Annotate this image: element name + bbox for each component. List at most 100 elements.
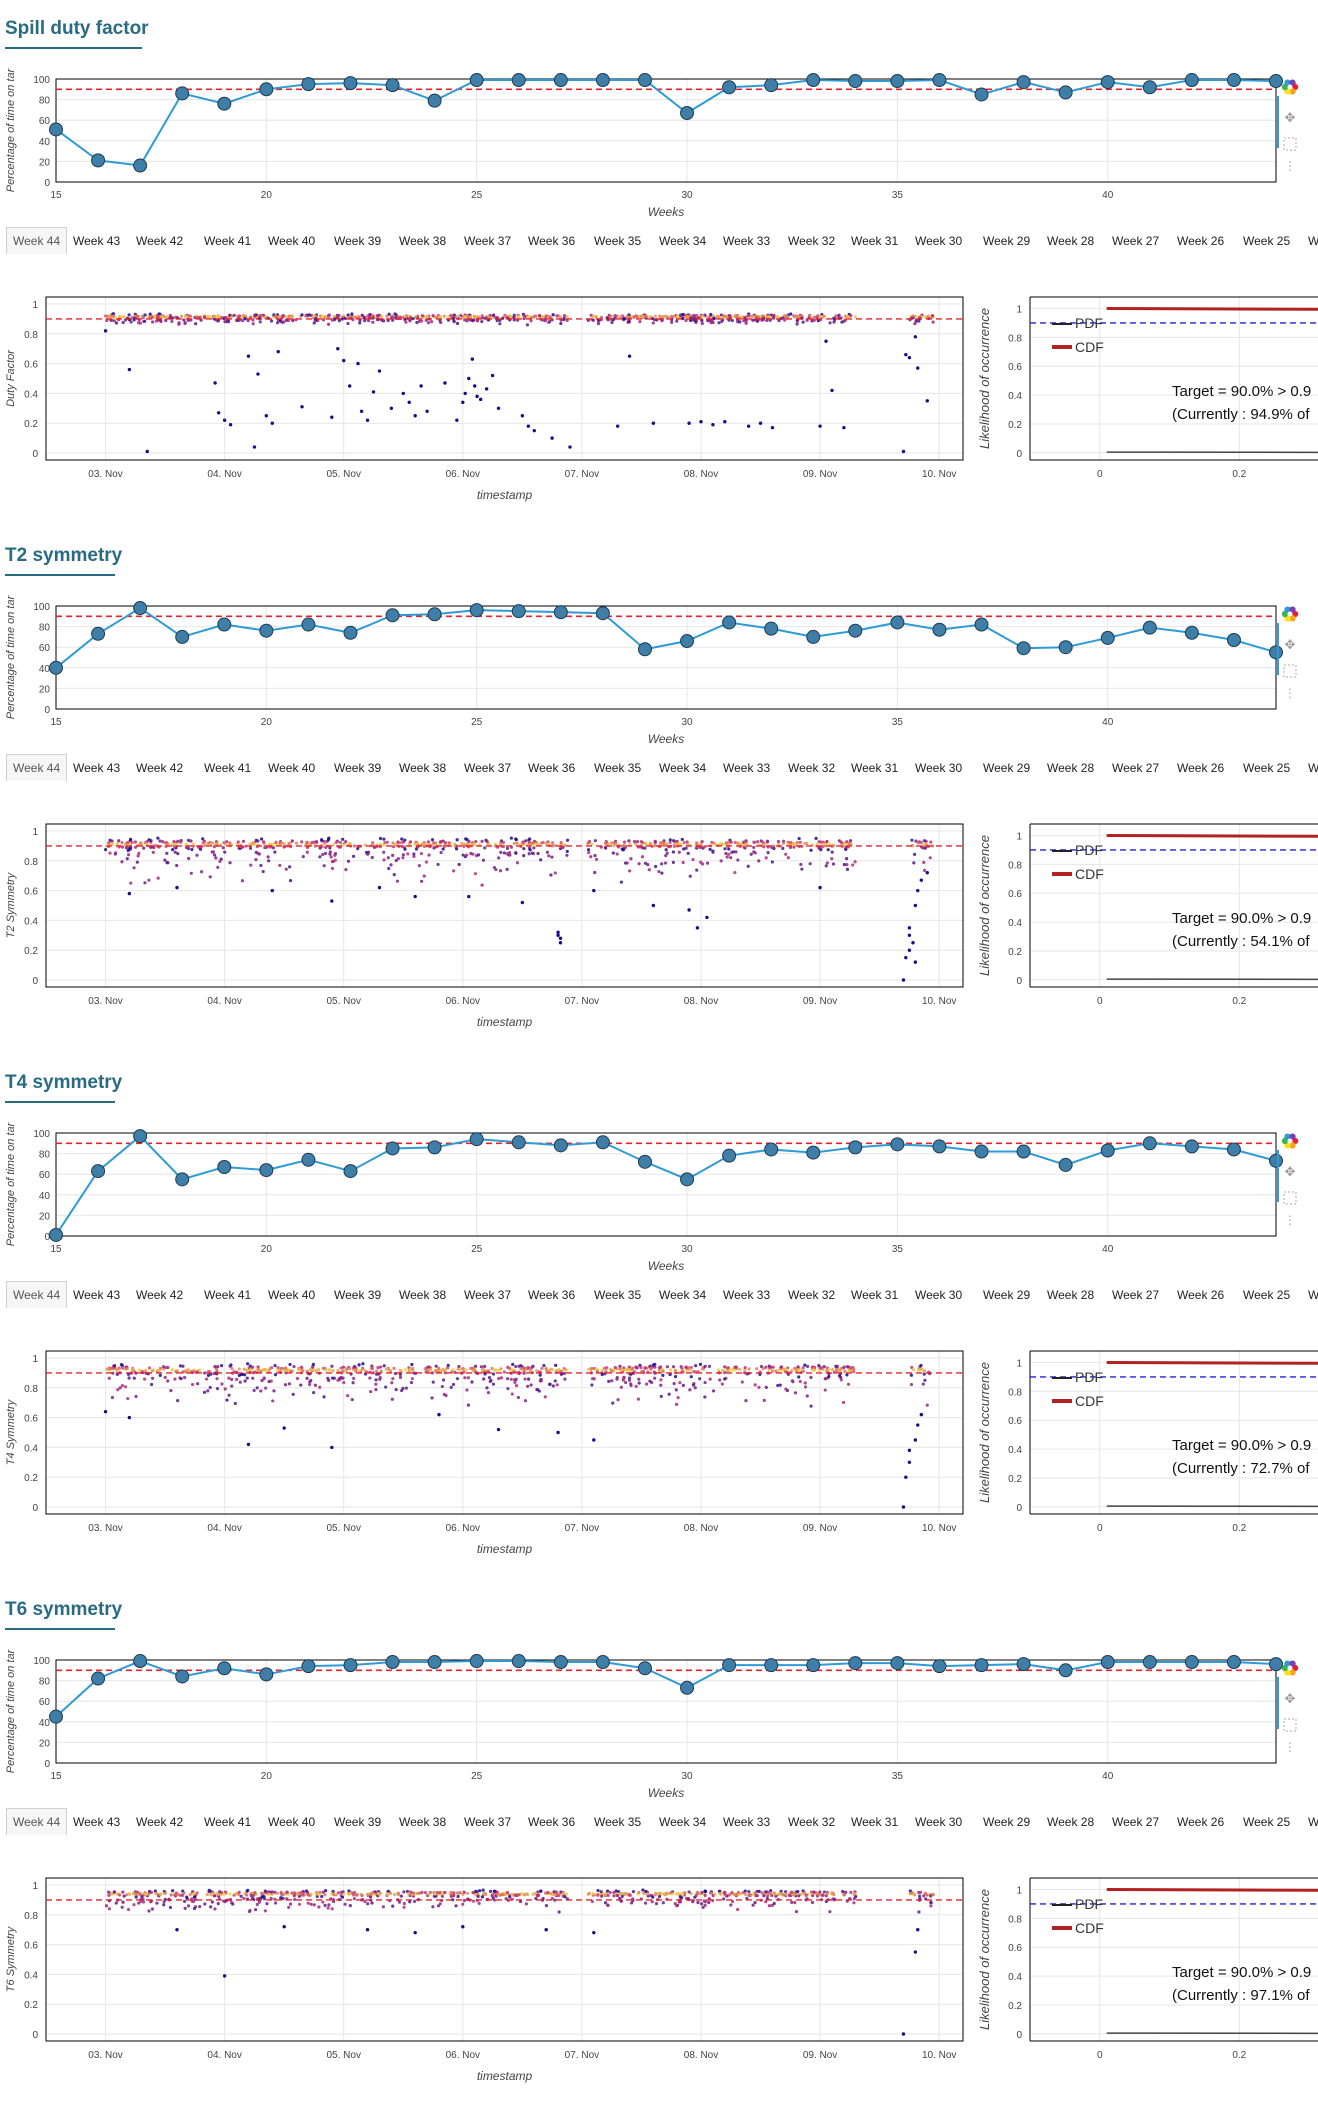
weekly-point[interactable] — [765, 1659, 778, 1672]
zoom-icon[interactable] — [1284, 138, 1296, 150]
weekly-point[interactable] — [470, 1655, 483, 1668]
weekly-point[interactable] — [638, 1662, 651, 1675]
weekly-point[interactable] — [92, 1165, 105, 1178]
weekly-point[interactable] — [554, 74, 567, 87]
tab-week[interactable]: Week 29 — [983, 228, 1030, 254]
tab-week[interactable]: Week 42 — [136, 1282, 183, 1308]
weekly-point[interactable] — [512, 1655, 525, 1668]
tab-week[interactable]: Week 32 — [788, 228, 835, 254]
tab-week[interactable]: Week 28 — [1047, 1809, 1094, 1835]
tab-week[interactable]: Week 26 — [1177, 228, 1224, 254]
tab-week[interactable]: Week 37 — [464, 228, 511, 254]
weekly-point[interactable] — [1017, 76, 1030, 89]
weekly-point[interactable] — [1101, 631, 1114, 644]
tab-week[interactable]: Week 36 — [528, 1282, 575, 1308]
tab-week[interactable]: Week 36 — [528, 228, 575, 254]
weekly-point[interactable] — [723, 1659, 736, 1672]
weekly-point[interactable] — [596, 607, 609, 620]
weekly-point[interactable] — [50, 1228, 63, 1241]
weekly-point[interactable] — [554, 606, 567, 619]
tab-week[interactable]: Week 27 — [1112, 1282, 1159, 1308]
tab-week[interactable]: Week 33 — [723, 755, 770, 781]
weekly-point[interactable] — [554, 1656, 567, 1669]
weekly-point[interactable] — [849, 1141, 862, 1154]
tab-week[interactable]: Week 31 — [851, 755, 898, 781]
weekly-point[interactable] — [50, 661, 63, 674]
weekly-point[interactable] — [218, 1662, 231, 1675]
weekly-point[interactable] — [596, 1136, 609, 1149]
more-icon[interactable]: ⋮ — [1284, 686, 1296, 700]
tab-week[interactable]: Week 33 — [723, 228, 770, 254]
weekly-point[interactable] — [849, 75, 862, 88]
more-icon[interactable]: ⋮ — [1284, 1740, 1296, 1754]
weekly-point[interactable] — [1185, 1656, 1198, 1669]
tab-week[interactable]: Week 26 — [1177, 1282, 1224, 1308]
weekly-point[interactable] — [302, 1660, 315, 1673]
weekly-point[interactable] — [1270, 1154, 1283, 1167]
weekly-point[interactable] — [386, 79, 399, 92]
weekly-point[interactable] — [134, 1655, 147, 1668]
tab-week[interactable]: Week 27 — [1112, 228, 1159, 254]
bokeh-logo-icon[interactable] — [1288, 1666, 1293, 1671]
tab-week[interactable]: Week 43 — [73, 1282, 120, 1308]
tab-week[interactable]: Week 30 — [915, 755, 962, 781]
weekly-point[interactable] — [1143, 1137, 1156, 1150]
tab-week[interactable]: Week 26 — [1177, 1809, 1224, 1835]
weekly-point[interactable] — [302, 78, 315, 91]
tab-week[interactable]: Week 30 — [915, 1282, 962, 1308]
tab-week[interactable]: Week 29 — [983, 1809, 1030, 1835]
weekly-point[interactable] — [1101, 1144, 1114, 1157]
tab-week[interactable]: Week 39 — [334, 228, 381, 254]
weekly-point[interactable] — [1185, 74, 1198, 87]
weekly-point[interactable] — [638, 1155, 651, 1168]
weekly-point[interactable] — [218, 618, 231, 631]
tab-week[interactable]: Week 25 — [1243, 1809, 1290, 1835]
weekly-point[interactable] — [386, 609, 399, 622]
tab-week[interactable]: Week 30 — [915, 228, 962, 254]
weekly-point[interactable] — [891, 616, 904, 629]
weekly-point[interactable] — [723, 1149, 736, 1162]
weekly-point[interactable] — [470, 74, 483, 87]
weekly-point[interactable] — [1143, 621, 1156, 634]
tab-week[interactable]: Week 40 — [268, 228, 315, 254]
weekly-point[interactable] — [807, 74, 820, 87]
weekly-point[interactable] — [807, 1659, 820, 1672]
tab-week[interactable]: Week 28 — [1047, 755, 1094, 781]
weekly-point[interactable] — [176, 87, 189, 100]
tab-week[interactable]: Week 44 — [6, 1808, 67, 1835]
weekly-point[interactable] — [512, 1136, 525, 1149]
tab-week[interactable]: Week 31 — [851, 1282, 898, 1308]
weekly-point[interactable] — [50, 1710, 63, 1723]
tab-week[interactable]: Week 40 — [268, 755, 315, 781]
weekly-point[interactable] — [681, 635, 694, 648]
tab-week[interactable]: Week 36 — [528, 1809, 575, 1835]
tab-week[interactable]: Week 35 — [594, 755, 641, 781]
weekly-point[interactable] — [344, 1165, 357, 1178]
zoom-icon[interactable] — [1284, 665, 1296, 677]
tab-week[interactable]: Week 35 — [594, 1282, 641, 1308]
weekly-point[interactable] — [596, 1656, 609, 1669]
tab-week[interactable]: Week 37 — [464, 755, 511, 781]
weekly-point[interactable] — [1270, 1658, 1283, 1671]
tab-week[interactable]: Week 40 — [268, 1809, 315, 1835]
tab-week[interactable]: Week 32 — [788, 1809, 835, 1835]
tab-week[interactable]: Week 42 — [136, 1809, 183, 1835]
tab-week[interactable]: Week 43 — [73, 1809, 120, 1835]
weekly-point[interactable] — [428, 94, 441, 107]
weekly-point[interactable] — [1227, 1143, 1240, 1156]
weekly-point[interactable] — [470, 1133, 483, 1146]
weekly-point[interactable] — [975, 1145, 988, 1158]
tab-week[interactable]: Week 44 — [6, 1281, 67, 1308]
weekly-point[interactable] — [681, 1681, 694, 1694]
weekly-point[interactable] — [92, 1672, 105, 1685]
tab-week[interactable]: Week 32 — [788, 755, 835, 781]
tab-week[interactable]: Week 37 — [464, 1809, 511, 1835]
weekly-point[interactable] — [723, 616, 736, 629]
tab-week[interactable]: Week 35 — [594, 228, 641, 254]
weekly-point[interactable] — [470, 604, 483, 617]
